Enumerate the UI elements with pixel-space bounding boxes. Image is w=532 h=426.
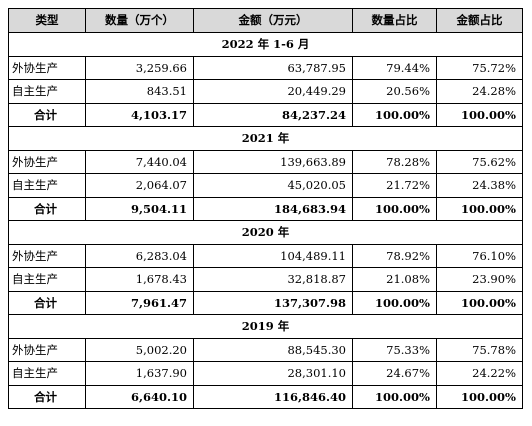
header-amount-ratio: 金额占比 bbox=[436, 8, 523, 33]
total-row: 合计 4,103.17 84,237.24 100.00% 100.00% bbox=[8, 102, 523, 127]
amount-cell: 63,787.95 bbox=[193, 55, 353, 80]
total-amount-cell: 116,846.40 bbox=[193, 384, 353, 409]
header-quantity: 数量（万个） bbox=[85, 8, 194, 33]
amount-ratio-cell: 76.10% bbox=[436, 243, 523, 268]
quantity-cell: 6,283.04 bbox=[85, 243, 194, 268]
total-quantity-ratio-cell: 100.00% bbox=[352, 196, 437, 221]
total-amount-ratio-cell: 100.00% bbox=[436, 102, 523, 127]
total-row: 合计 7,961.47 137,307.98 100.00% 100.00% bbox=[8, 290, 523, 315]
total-amount-cell: 184,683.94 bbox=[193, 196, 353, 221]
quantity-ratio-cell: 78.92% bbox=[352, 243, 437, 268]
row-label: 外协生产 bbox=[8, 243, 86, 268]
table-row: 自主生产 1,678.43 32,818.87 21.08% 23.90% bbox=[8, 267, 523, 292]
amount-cell: 104,489.11 bbox=[193, 243, 353, 268]
table-row: 自主生产 843.51 20,449.29 20.56% 24.28% bbox=[8, 79, 523, 104]
table-body: 2022 年 1-6 月 外协生产 3,259.66 63,787.95 79.… bbox=[8, 32, 523, 409]
table-row: 外协生产 7,440.04 139,663.89 78.28% 75.62% bbox=[8, 149, 523, 174]
row-label: 自主生产 bbox=[8, 79, 86, 104]
quantity-ratio-cell: 20.56% bbox=[352, 79, 437, 104]
quantity-ratio-cell: 78.28% bbox=[352, 149, 437, 174]
amount-ratio-cell: 75.62% bbox=[436, 149, 523, 174]
table-row: 外协生产 5,002.20 88,545.30 75.33% 75.78% bbox=[8, 337, 523, 362]
row-label: 自主生产 bbox=[8, 267, 86, 292]
header-amount: 金额（万元） bbox=[193, 8, 353, 33]
amount-ratio-cell: 75.78% bbox=[436, 337, 523, 362]
section-title: 2021 年 bbox=[8, 126, 523, 151]
amount-ratio-cell: 24.22% bbox=[436, 361, 523, 386]
section-title-row: 2021 年 bbox=[8, 126, 523, 151]
table-row: 外协生产 6,283.04 104,489.11 78.92% 76.10% bbox=[8, 243, 523, 268]
table-row: 外协生产 3,259.66 63,787.95 79.44% 75.72% bbox=[8, 55, 523, 80]
amount-cell: 45,020.05 bbox=[193, 173, 353, 198]
total-label: 合计 bbox=[8, 196, 86, 221]
amount-cell: 139,663.89 bbox=[193, 149, 353, 174]
total-quantity-cell: 6,640.10 bbox=[85, 384, 194, 409]
total-amount-ratio-cell: 100.00% bbox=[436, 196, 523, 221]
total-quantity-ratio-cell: 100.00% bbox=[352, 102, 437, 127]
total-amount-ratio-cell: 100.00% bbox=[436, 384, 523, 409]
total-quantity-cell: 9,504.11 bbox=[85, 196, 194, 221]
quantity-cell: 3,259.66 bbox=[85, 55, 194, 80]
production-table: 类型 数量（万个） 金额（万元） 数量占比 金额占比 2022 年 1-6 月 … bbox=[8, 8, 523, 409]
header-quantity-ratio: 数量占比 bbox=[352, 8, 437, 33]
quantity-ratio-cell: 24.67% bbox=[352, 361, 437, 386]
total-quantity-cell: 4,103.17 bbox=[85, 102, 194, 127]
total-label: 合计 bbox=[8, 384, 86, 409]
quantity-ratio-cell: 75.33% bbox=[352, 337, 437, 362]
row-label: 外协生产 bbox=[8, 149, 86, 174]
total-amount-ratio-cell: 100.00% bbox=[436, 290, 523, 315]
amount-cell: 28,301.10 bbox=[193, 361, 353, 386]
section-title: 2020 年 bbox=[8, 220, 523, 245]
section-title-row: 2020 年 bbox=[8, 220, 523, 245]
row-label: 自主生产 bbox=[8, 173, 86, 198]
row-label: 外协生产 bbox=[8, 337, 86, 362]
total-row: 合计 6,640.10 116,846.40 100.00% 100.00% bbox=[8, 384, 523, 409]
total-amount-cell: 84,237.24 bbox=[193, 102, 353, 127]
row-label: 外协生产 bbox=[8, 55, 86, 80]
amount-cell: 32,818.87 bbox=[193, 267, 353, 292]
total-row: 合计 9,504.11 184,683.94 100.00% 100.00% bbox=[8, 196, 523, 221]
quantity-cell: 5,002.20 bbox=[85, 337, 194, 362]
total-quantity-ratio-cell: 100.00% bbox=[352, 290, 437, 315]
amount-ratio-cell: 23.90% bbox=[436, 267, 523, 292]
section-title-row: 2019 年 bbox=[8, 314, 523, 339]
production-table-container: 类型 数量（万个） 金额（万元） 数量占比 金额占比 2022 年 1-6 月 … bbox=[8, 8, 523, 409]
table-row: 自主生产 1,637.90 28,301.10 24.67% 24.22% bbox=[8, 361, 523, 386]
total-label: 合计 bbox=[8, 290, 86, 315]
total-quantity-ratio-cell: 100.00% bbox=[352, 384, 437, 409]
amount-ratio-cell: 24.28% bbox=[436, 79, 523, 104]
amount-cell: 88,545.30 bbox=[193, 337, 353, 362]
section-title: 2019 年 bbox=[8, 314, 523, 339]
amount-cell: 20,449.29 bbox=[193, 79, 353, 104]
amount-ratio-cell: 24.38% bbox=[436, 173, 523, 198]
quantity-ratio-cell: 79.44% bbox=[352, 55, 437, 80]
table-row: 自主生产 2,064.07 45,020.05 21.72% 24.38% bbox=[8, 173, 523, 198]
header-row: 类型 数量（万个） 金额（万元） 数量占比 金额占比 bbox=[8, 8, 523, 33]
total-quantity-cell: 7,961.47 bbox=[85, 290, 194, 315]
section-title-row: 2022 年 1-6 月 bbox=[8, 32, 523, 57]
quantity-ratio-cell: 21.08% bbox=[352, 267, 437, 292]
amount-ratio-cell: 75.72% bbox=[436, 55, 523, 80]
total-amount-cell: 137,307.98 bbox=[193, 290, 353, 315]
header-type: 类型 bbox=[8, 8, 86, 33]
table-header: 类型 数量（万个） 金额（万元） 数量占比 金额占比 bbox=[8, 8, 523, 33]
total-label: 合计 bbox=[8, 102, 86, 127]
quantity-cell: 1,678.43 bbox=[85, 267, 194, 292]
quantity-cell: 2,064.07 bbox=[85, 173, 194, 198]
quantity-cell: 843.51 bbox=[85, 79, 194, 104]
quantity-ratio-cell: 21.72% bbox=[352, 173, 437, 198]
row-label: 自主生产 bbox=[8, 361, 86, 386]
quantity-cell: 1,637.90 bbox=[85, 361, 194, 386]
quantity-cell: 7,440.04 bbox=[85, 149, 194, 174]
section-title: 2022 年 1-6 月 bbox=[8, 32, 523, 57]
